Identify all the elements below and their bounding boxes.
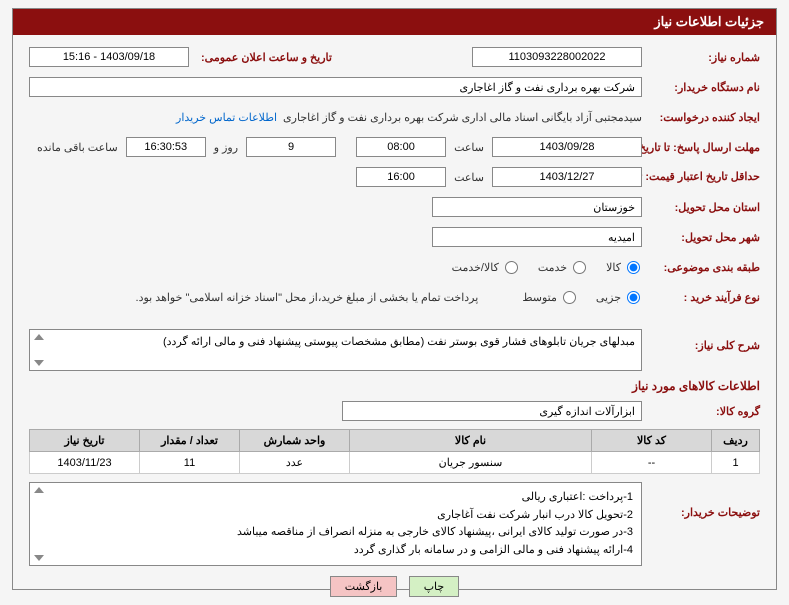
countdown-field: 16:30:53 [126, 137, 206, 157]
buyer-notes-label: توضیحات خریدار: [642, 482, 760, 519]
scroll-down-icon[interactable] [34, 360, 44, 366]
td-date: 1403/11/23 [30, 452, 140, 474]
th-unit: واحد شمارش [240, 430, 350, 452]
validity-label: حداقل تاریخ اعتبار قیمت: تا تاریخ: [642, 170, 760, 184]
print-button[interactable]: چاپ [409, 576, 460, 597]
th-code: کد کالا [592, 430, 712, 452]
cat-goods-radio[interactable] [627, 261, 640, 274]
desc-text: مبدلهای جریان تابلوهای فشار قوی بوستر نف… [163, 336, 635, 348]
note-line-3: 3-در صورت تولید کالای ایرانی ،پیشنهاد کا… [38, 524, 633, 542]
proc-partial-label: جزیی [596, 291, 621, 304]
remaining-label: ساعت باقی مانده [37, 141, 118, 154]
cat-both-radio[interactable] [505, 261, 518, 274]
requester-label: ایجاد کننده درخواست: [642, 111, 760, 124]
desc-label: شرح کلی نیاز: [642, 329, 760, 352]
city-label: شهر محل تحویل: [642, 231, 760, 244]
days-field: 9 [246, 137, 336, 157]
province-label: استان محل تحویل: [642, 201, 760, 214]
requester-text: سیدمجتبی آزاد بایگانی اسناد مالی اداری ش… [283, 111, 642, 124]
button-bar: چاپ بازگشت [29, 576, 760, 597]
main-panel: جزئیات اطلاعات نیاز شماره نیاز: 11030932… [12, 8, 777, 590]
cat-goods-label: کالا [606, 261, 621, 274]
note-line-4: 4-ارائه پیشنهاد فنی و مالی الزامی و در س… [38, 542, 633, 560]
td-name: سنسور جریان [350, 452, 592, 474]
proc-partial-radio[interactable] [627, 291, 640, 304]
proc-medium-radio[interactable] [563, 291, 576, 304]
scroll-up-icon[interactable] [34, 334, 44, 340]
td-unit: عدد [240, 452, 350, 474]
proc-medium-label: متوسط [522, 291, 557, 304]
panel-header: جزئیات اطلاعات نیاز [13, 9, 776, 35]
table-row: 1 -- سنسور جریان عدد 11 1403/11/23 [30, 452, 760, 474]
goods-group-label: گروه کالا: [642, 405, 760, 418]
th-row: ردیف [712, 430, 760, 452]
announce-label: تاریخ و ساعت اعلان عمومی: [195, 51, 332, 64]
category-radio-group: کالا خدمت کالا/خدمت [438, 261, 642, 274]
cat-service-label: خدمت [538, 261, 567, 274]
td-code: -- [592, 452, 712, 474]
th-date: تاریخ نیاز [30, 430, 140, 452]
back-button[interactable]: بازگشت [330, 576, 398, 597]
need-no-field: 1103093228002022 [472, 47, 642, 67]
buyer-org-field: شرکت بهره برداری نفت و گاز اغاجاری [29, 77, 642, 97]
deadline-label: مهلت ارسال پاسخ: تا تاریخ: [642, 141, 760, 154]
note-line-1: 1-پرداخت :اعتباری ریالی [38, 489, 633, 507]
goods-group-field: ابزارآلات اندازه گیری [342, 401, 642, 421]
td-row: 1 [712, 452, 760, 474]
goods-table: ردیف کد کالا نام کالا واحد شمارش تعداد /… [29, 429, 760, 474]
buyer-notes-box[interactable]: 1-پرداخت :اعتباری ریالی 2-تحویل کالا درب… [29, 482, 642, 566]
buyer-contact-link[interactable]: اطلاعات تماس خریدار [176, 111, 277, 124]
announce-field: 1403/09/18 - 15:16 [29, 47, 189, 67]
province-field: خوزستان [432, 197, 642, 217]
deadline-date-field: 1403/09/28 [492, 137, 642, 157]
time-label-1: ساعت [454, 141, 484, 154]
process-radio-group: جزیی متوسط [508, 291, 642, 304]
buyer-org-label: نام دستگاه خریدار: [642, 81, 760, 94]
note-line-2: 2-تحویل کالا درب انبار شرکت نفت آغاجاری [38, 507, 633, 525]
goods-info-title: اطلاعات کالاهای مورد نیاز [29, 379, 760, 393]
deadline-time-field: 08:00 [356, 137, 446, 157]
table-header-row: ردیف کد کالا نام کالا واحد شمارش تعداد /… [30, 430, 760, 452]
need-no-label: شماره نیاز: [642, 51, 760, 64]
payment-note: پرداخت تمام یا بخشی از مبلغ خرید،از محل … [136, 291, 479, 304]
notes-scroll-up-icon[interactable] [34, 487, 44, 493]
process-label: نوع فرآیند خرید : [642, 291, 760, 304]
time-label-2: ساعت [454, 171, 484, 184]
notes-scroll-down-icon[interactable] [34, 555, 44, 561]
validity-date-field: 1403/12/27 [492, 167, 642, 187]
desc-textarea[interactable]: مبدلهای جریان تابلوهای فشار قوی بوستر نف… [29, 329, 642, 371]
header-title: جزئیات اطلاعات نیاز [654, 14, 764, 29]
th-qty: تعداد / مقدار [140, 430, 240, 452]
category-label: طبقه بندی موضوعی: [642, 261, 760, 274]
validity-time-field: 16:00 [356, 167, 446, 187]
th-name: نام کالا [350, 430, 592, 452]
td-qty: 11 [140, 452, 240, 474]
cat-service-radio[interactable] [573, 261, 586, 274]
city-field: امیدیه [432, 227, 642, 247]
days-and-label: روز و [214, 141, 238, 154]
cat-both-label: کالا/خدمت [452, 261, 499, 274]
